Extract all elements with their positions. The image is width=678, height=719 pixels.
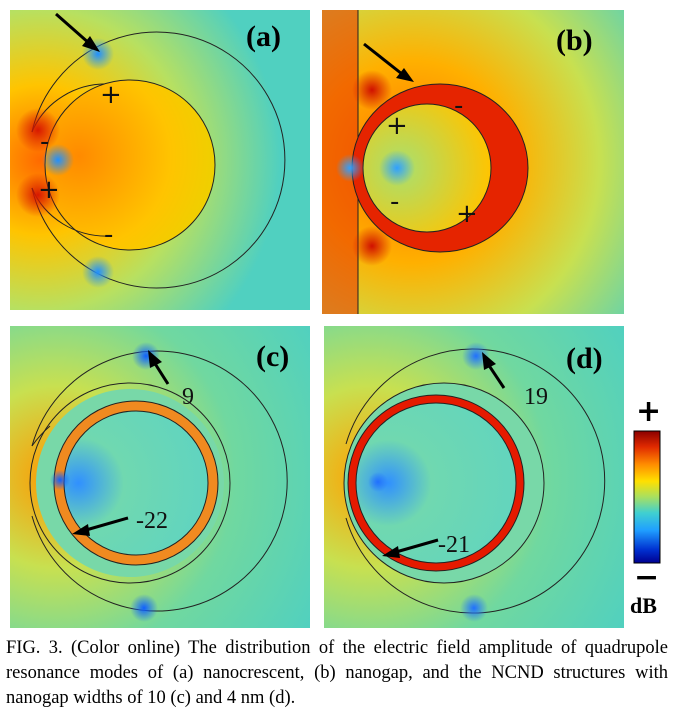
colorbar-max-label: + xyxy=(636,397,661,429)
charge-sign: - xyxy=(390,187,399,217)
charge-sign: - xyxy=(40,127,49,157)
field-value: -22 xyxy=(136,508,168,534)
charge-sign: + xyxy=(38,175,60,205)
field-value: 19 xyxy=(524,384,548,410)
charge-sign: + xyxy=(456,199,478,229)
panel-b: (b) + - - + xyxy=(322,10,624,314)
colorbar: + − dB xyxy=(630,394,670,618)
panel-c-label: (c) xyxy=(256,340,289,373)
figure-caption: FIG. 3. (Color online) The distribution … xyxy=(6,638,668,708)
panel-d: (d) 19 -21 xyxy=(324,326,624,628)
field-value: 9 xyxy=(182,384,194,410)
field-value: -21 xyxy=(438,532,470,558)
panel-d-label: (d) xyxy=(566,342,603,375)
charge-sign: + xyxy=(100,80,122,110)
panel-c: (c) 9 -22 xyxy=(10,326,310,628)
charge-sign: - xyxy=(104,220,113,250)
panel-a: (a) + - + - xyxy=(10,10,310,310)
colorbar-min-label: − xyxy=(634,560,659,595)
panel-b-label: (b) xyxy=(556,24,593,57)
panel-a-label: (a) xyxy=(246,20,281,53)
colorbar-unit: dB xyxy=(630,593,657,617)
charge-sign: - xyxy=(454,91,463,121)
charge-sign: + xyxy=(386,111,408,141)
colorbar-gradient xyxy=(633,430,661,564)
